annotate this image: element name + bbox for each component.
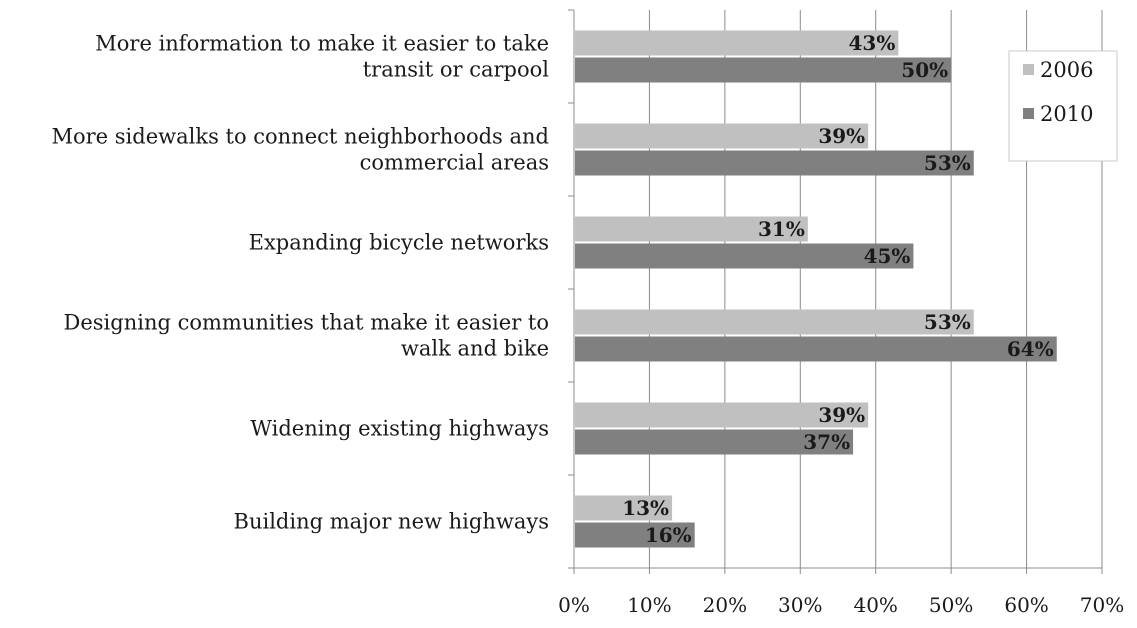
category-label: Widening existing highways (250, 417, 549, 441)
gridlines (648, 10, 1103, 568)
bar-2006 (575, 309, 974, 335)
data-label-2010: 45% (864, 244, 911, 268)
x-tick-labels: 0% 10% 20% 30% 40% 50% 60% 70% (558, 593, 1124, 617)
legend-swatch-2006 (1023, 64, 1034, 75)
data-label-2006: 39% (818, 124, 865, 148)
x-tick-label: 10% (627, 593, 671, 617)
data-label-2006: 13% (622, 496, 669, 520)
bar-2010 (575, 150, 974, 176)
bar-2006 (575, 123, 869, 149)
bar-2010 (575, 429, 854, 455)
bar-2010 (575, 336, 1057, 362)
category-label: transit or carpool (363, 58, 550, 82)
category-label: Expanding bicycle networks (249, 231, 549, 255)
data-label-2010: 50% (901, 58, 948, 82)
legend-label-2006: 2006 (1040, 58, 1093, 82)
data-label-2006: 43% (848, 31, 895, 55)
legend: 2006 2010 (1008, 50, 1118, 162)
bar-2006 (575, 495, 673, 521)
x-tick-label: 50% (929, 593, 973, 617)
bar-2010 (575, 243, 914, 269)
x-tick-label: 0% (558, 593, 590, 617)
bar-2006 (575, 30, 899, 56)
category-label: Designing communities that make it easie… (64, 311, 549, 335)
bars (575, 30, 1057, 548)
data-label-2006: 53% (924, 310, 971, 334)
bar-2010 (575, 522, 695, 548)
bar-2010 (575, 57, 952, 83)
bar-2006 (575, 402, 869, 428)
data-labels: 43%50% 39% 53% 31% 45% 53% 64% 39% 37% 13% 16% (622, 31, 1054, 547)
x-tick-label: 60% (1004, 593, 1048, 617)
legend-swatch-2010 (1023, 108, 1034, 119)
category-label: walk and bike (401, 337, 549, 361)
legend-label-2010: 2010 (1040, 102, 1093, 126)
data-label-2010: 64% (1007, 337, 1054, 361)
data-label-2010: 16% (645, 523, 692, 547)
x-tick-label: 30% (778, 593, 822, 617)
axes (568, 9, 1103, 574)
x-tick-label: 20% (703, 593, 747, 617)
x-tick-label: 40% (853, 593, 897, 617)
category-label: More information to make it easier to ta… (95, 32, 549, 56)
x-tick-label: 70% (1080, 593, 1124, 617)
category-labels: More information to make it easier to ta… (51, 32, 549, 534)
category-label: Building major new highways (234, 510, 549, 534)
data-label-2006: 31% (758, 217, 805, 241)
category-label: More sidewalks to connect neighborhoods … (51, 125, 549, 149)
data-label-2006: 39% (818, 403, 865, 427)
data-label-2010: 37% (803, 430, 850, 454)
category-label: commercial areas (360, 151, 549, 175)
data-label-2010: 53% (924, 151, 971, 175)
bar-2006 (575, 216, 808, 242)
